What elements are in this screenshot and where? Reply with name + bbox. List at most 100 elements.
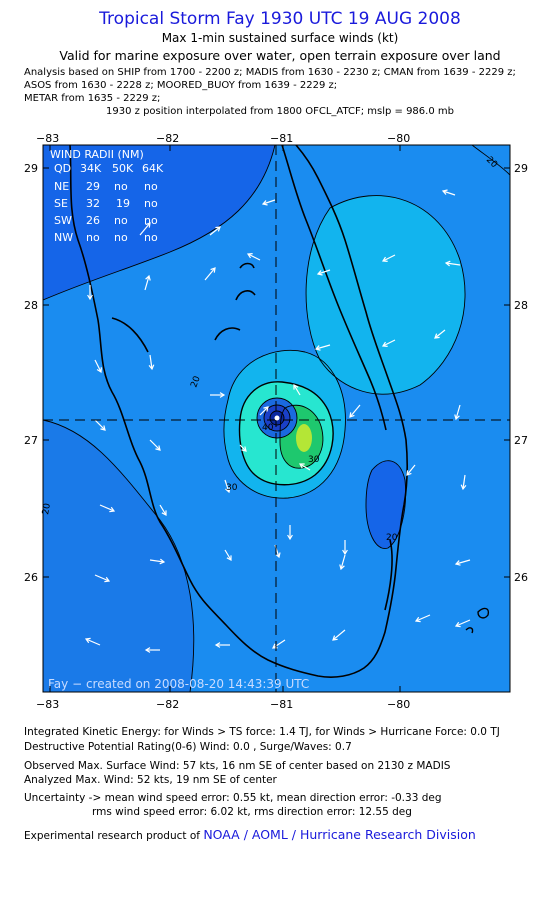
wind-arrow (455, 559, 471, 565)
wind-arrow-head (460, 484, 467, 491)
lon-tick-label: −83 (36, 698, 59, 711)
wind-arrow (455, 619, 471, 627)
wind-arrow (382, 254, 396, 262)
product-credit: Experimental research product of NOAA / … (24, 827, 476, 842)
wind-arrow-head (299, 463, 305, 469)
lon-tick-label: −82 (156, 132, 179, 145)
observed-max-wind: Observed Max. Surface Wind: 57 kts, 16 n… (24, 760, 451, 772)
lat-tick-label: 27 (24, 434, 38, 447)
wind-arrow-head (275, 552, 281, 559)
wind-arrow-head (246, 253, 253, 259)
contour-label: 30 (226, 483, 238, 493)
wind-arrow (406, 464, 416, 476)
wind-arrow (94, 359, 102, 373)
wind-arrow-head (381, 341, 388, 347)
storm-center-marker (274, 415, 280, 421)
wind-arrow-head (104, 576, 111, 583)
wind-arrow-head (100, 425, 106, 431)
contour-labels: 20 20 20 30 40 30 20 (41, 155, 499, 543)
wind-radii-col: 64K (142, 162, 164, 175)
wind-arrow-head (441, 189, 448, 195)
contour-label: 40 (262, 423, 274, 433)
wind-arrow-head (87, 294, 93, 301)
wind-arrow (247, 253, 261, 261)
wind-arrow (94, 574, 110, 582)
map-credit: Fay − created on 2008-08-20 14:43:39 UTC (48, 677, 309, 691)
wind-arrow-head (454, 621, 461, 628)
wind-arrow (415, 614, 431, 622)
wind-arrow (149, 439, 161, 451)
keys (465, 607, 490, 634)
wind-arrow (144, 275, 150, 291)
hrd-link[interactable]: NOAA / AOML / Hurricane Research Divisio… (203, 827, 476, 842)
lon-tick-label: −81 (270, 132, 293, 145)
wind-arrow (293, 384, 301, 396)
wind-arrow-head (241, 446, 247, 452)
lon-tick-label: −81 (270, 698, 293, 711)
wind-arrow-head (155, 445, 161, 451)
wind-radii-table: WIND RADII (NM) QD 34K 50K 64K NE 29 no … (50, 148, 164, 244)
wind-arrow-head (316, 270, 323, 276)
wind-arrow-head (332, 635, 338, 641)
wind-arrow-head (406, 470, 412, 476)
wind-arrow-head (219, 392, 226, 398)
position-note: 1930 z position interpolated from 1800 O… (106, 106, 454, 117)
wind-arrow (94, 419, 106, 431)
wind-radii-cell: SW (54, 214, 72, 227)
wind-arrow (209, 226, 221, 236)
lat-tick-label: 26 (24, 571, 38, 584)
wind-arrow-head (381, 256, 388, 262)
ike-line: Integrated Kinetic Energy: for Winds > T… (24, 726, 500, 738)
wind-arrow (455, 404, 461, 420)
wind-arrow (262, 199, 276, 205)
wind-arrow (340, 554, 346, 570)
uncertainty-line-1: Uncertainty -> mean wind speed error: 0.… (24, 792, 442, 804)
wind-arrow (239, 444, 247, 452)
wind-radii-cell: no (114, 180, 128, 193)
map-subtitle: Max 1-min sustained surface winds (kt) (161, 31, 399, 45)
wind-arrow-head (215, 226, 221, 232)
wind-arrow-head (293, 384, 299, 390)
lon-tick-label: −82 (156, 698, 179, 711)
wind-arrow (224, 549, 232, 561)
wind-radii-col: 50K (112, 162, 134, 175)
wind-contours (43, 145, 510, 692)
lat-tick-label: 29 (24, 162, 38, 175)
wind-arrow (382, 339, 396, 347)
wind-arrow (99, 504, 115, 512)
analysis-sources-line-1: Analysis based on SHIP from 1700 - 2200 … (24, 67, 516, 78)
wind-arrow-head (314, 345, 321, 351)
axis-labels: −83 −82 −81 −80 −83 −82 −81 −80 29 28 27… (24, 132, 528, 711)
dpr-line: Destructive Potential Rating(0-6) Wind: … (24, 741, 352, 753)
wind-arrow-head (349, 412, 355, 418)
wind-arrow (315, 344, 331, 350)
wind-radii-cell: no (144, 180, 158, 193)
wind-radii-cell: NE (54, 180, 69, 193)
wind-arrow-head (210, 267, 216, 273)
wind-radii-cell: no (114, 214, 128, 227)
wind-radii-cell: no (114, 231, 128, 244)
wind-arrow (445, 262, 461, 266)
wind-field-map[interactable]: 20 20 20 30 40 30 20 WIND RADII (NM) QD … (0, 125, 560, 715)
wind-arrow-head (148, 364, 155, 371)
wind-radii-cell: 19 (116, 197, 130, 210)
wind-vectors (84, 189, 471, 653)
contour-label: 20 (189, 375, 202, 389)
low-wind-region-se (366, 460, 406, 549)
wind-arrow-head (84, 637, 91, 644)
wind-arrow (204, 267, 216, 281)
wind-arrow (349, 404, 361, 418)
map-frame (42, 144, 511, 693)
analysis-sources-line-3: METAR from 1635 - 2229 z; (24, 93, 161, 104)
wind-arrow-head (225, 487, 231, 494)
wind-arrow-head (159, 558, 166, 565)
wind-arrow-head (339, 564, 345, 571)
wind-arrow-head (287, 534, 293, 541)
lat-tick-label: 28 (514, 299, 528, 312)
wind-radii-title: WIND RADII (NM) (50, 148, 144, 161)
wind-arrow (259, 406, 269, 416)
wind-radii-col: 34K (80, 162, 102, 175)
wind-radii-cell: 32 (86, 197, 100, 210)
low-wind-region-nw (43, 145, 275, 300)
wind-arrow (149, 559, 165, 563)
